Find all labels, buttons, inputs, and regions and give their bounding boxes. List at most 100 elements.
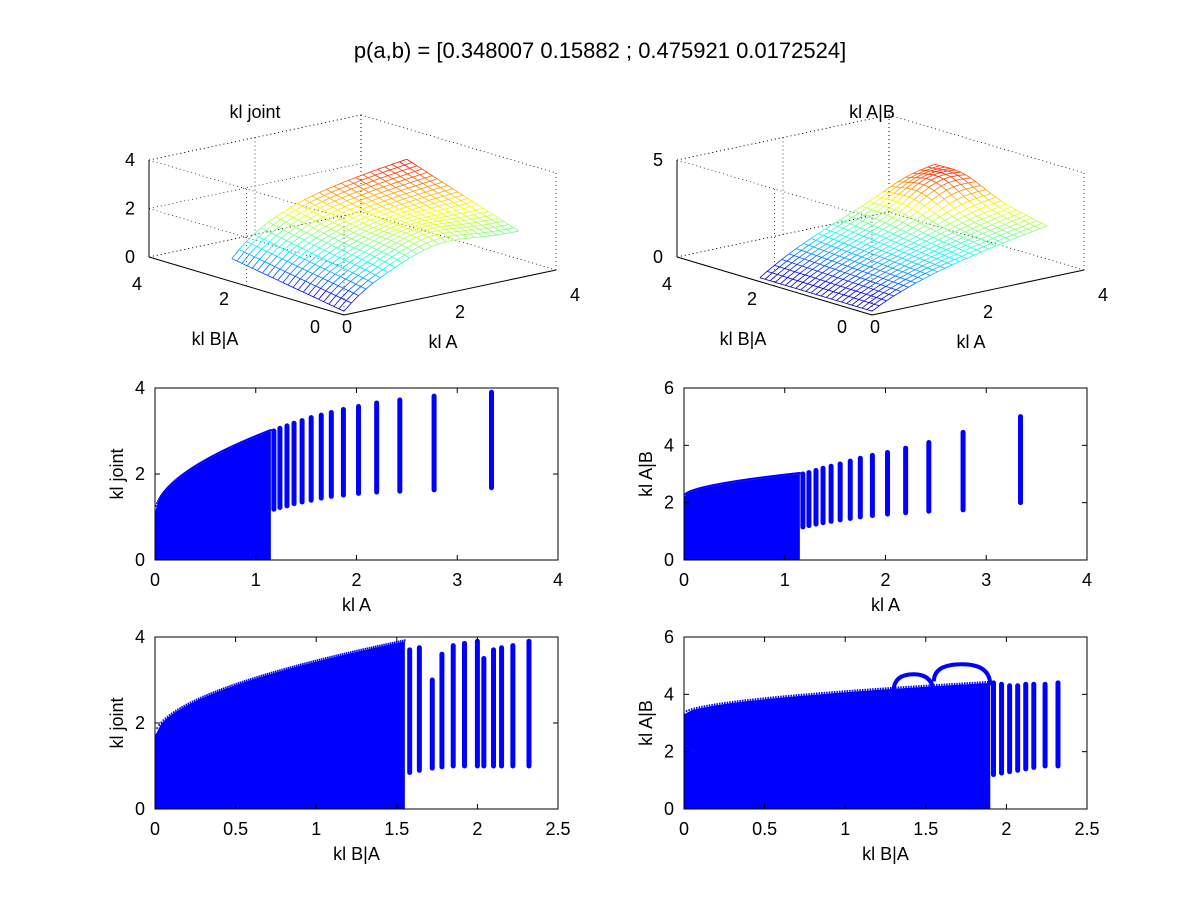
mesh-line [332, 203, 340, 208]
mesh-line [323, 292, 332, 302]
mesh-line [933, 174, 939, 177]
plot-marks [155, 389, 495, 560]
mesh-line [320, 280, 329, 289]
mesh-line [917, 273, 926, 278]
mesh-line [976, 246, 984, 251]
mesh-line [290, 224, 297, 228]
mesh-line [263, 232, 272, 240]
x-tick-label: 0 [870, 317, 880, 337]
mesh-line [297, 265, 303, 270]
mesh-line [974, 218, 983, 223]
mesh-line [902, 267, 911, 273]
mesh-line [379, 211, 386, 215]
mesh-line [861, 201, 870, 207]
mesh-line [1007, 229, 1015, 233]
mesh-line [318, 226, 327, 231]
mesh-line [284, 242, 292, 250]
mesh-line [418, 231, 424, 235]
mesh-line [970, 193, 977, 199]
mesh-line [866, 309, 873, 312]
mesh-line [828, 284, 836, 291]
mesh-line [826, 243, 832, 247]
mesh-line [780, 283, 786, 286]
mesh-line [376, 200, 385, 205]
mesh-line [311, 192, 320, 197]
mesh-line [935, 169, 943, 172]
mesh-line [473, 214, 480, 219]
mesh-line [859, 262, 865, 266]
mesh-line [918, 178, 927, 184]
mesh-line [916, 190, 922, 194]
mesh-line [973, 241, 979, 245]
mesh-line [326, 188, 332, 193]
mesh-line [367, 225, 374, 228]
mesh-line [373, 227, 379, 230]
mesh-line [397, 211, 405, 215]
mesh-line [881, 298, 887, 302]
mesh-line [884, 199, 893, 207]
mesh-line [352, 272, 359, 276]
mesh-line [392, 161, 400, 165]
mesh-line [957, 234, 964, 238]
mesh-line [325, 222, 334, 227]
mesh-line [984, 209, 992, 214]
mesh-line [839, 255, 845, 259]
mesh-line [339, 257, 345, 261]
mesh-line [843, 289, 852, 296]
mesh-line [440, 198, 449, 202]
mesh-line [354, 247, 360, 251]
mesh-line [388, 242, 397, 248]
mesh-line [297, 215, 306, 221]
mesh-line [956, 199, 962, 205]
mesh-line [832, 270, 841, 277]
mesh-line [361, 194, 367, 199]
mesh-line [804, 269, 813, 276]
x-axis-label: kl A [956, 332, 985, 352]
mesh-line [319, 242, 327, 249]
mesh-line [850, 223, 856, 227]
mesh-line [903, 233, 911, 239]
mesh-line [335, 231, 342, 235]
mesh-line [930, 224, 938, 230]
mesh-line [275, 211, 284, 218]
mesh-line [787, 277, 793, 280]
mesh-line [499, 228, 507, 231]
mesh-line [309, 202, 316, 206]
mesh-line [289, 273, 296, 277]
mesh-line [941, 185, 947, 191]
mesh-line [450, 191, 458, 195]
mesh-line [383, 200, 390, 205]
mesh-line [420, 227, 426, 231]
mesh-line [266, 251, 273, 255]
mesh-line [955, 179, 962, 185]
mesh-line [1009, 223, 1018, 228]
mesh-line [901, 196, 910, 204]
mesh-line [406, 247, 412, 252]
mesh-line [961, 204, 968, 210]
mesh-line [384, 261, 391, 265]
mesh-line [424, 218, 433, 221]
x-tick-label: 0 [342, 317, 352, 337]
mesh-line [375, 269, 383, 276]
mesh-line [879, 265, 888, 271]
mesh-line [313, 223, 321, 229]
mesh-line [985, 189, 992, 194]
mesh-line [450, 231, 456, 236]
mesh-line [365, 180, 374, 184]
mesh-line [938, 173, 946, 177]
mesh-line [375, 274, 381, 278]
mesh-line [382, 218, 388, 222]
mesh-line [358, 288, 367, 296]
mesh-line [329, 194, 337, 199]
mesh-line [333, 237, 340, 242]
mesh-line [370, 229, 379, 234]
mesh-line [904, 261, 913, 267]
mesh-line [483, 219, 492, 222]
mesh-line [424, 209, 430, 214]
mesh-line [329, 252, 335, 256]
mesh-line [925, 273, 931, 276]
mesh-line [305, 273, 313, 282]
mesh-line [920, 173, 929, 179]
mesh-line [980, 185, 986, 190]
z-tick-label: 0 [125, 247, 135, 267]
